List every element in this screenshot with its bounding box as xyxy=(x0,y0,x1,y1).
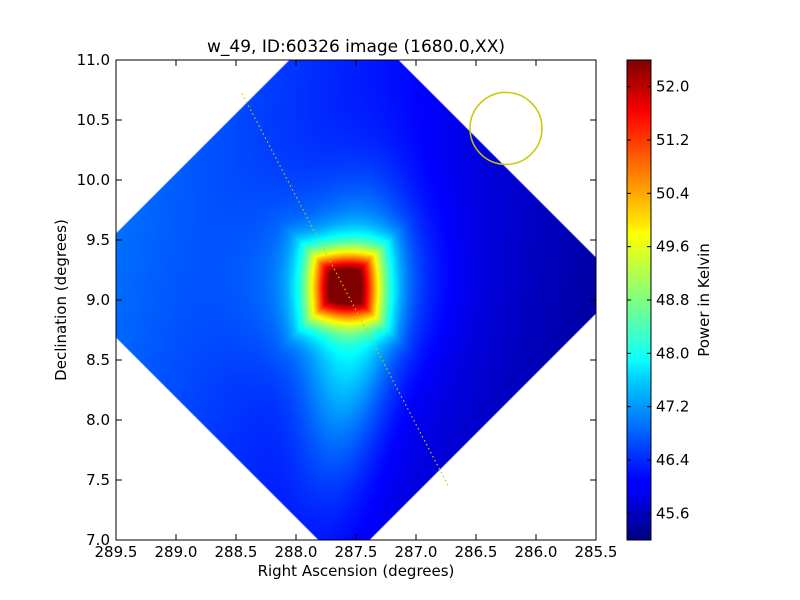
x-tick-label: 288.0 xyxy=(275,543,318,561)
y-tick-label: 7.0 xyxy=(86,531,110,549)
y-tick-label: 10.0 xyxy=(77,171,110,189)
y-tick-label: 8.5 xyxy=(86,351,110,369)
x-tick-label: 289.0 xyxy=(155,543,198,561)
colorbar-tick-label: 48.0 xyxy=(656,344,689,362)
colorbar-label: Power in Kelvin xyxy=(695,243,713,357)
beam-circle xyxy=(469,91,543,166)
colorbar-tick-label: 48.8 xyxy=(656,291,689,309)
y-tick-label: 9.0 xyxy=(86,291,110,309)
colorbar-ticks: 45.6 46.4 47.2 48.0 48.8 49.6 50.4 51.2 52.0 xyxy=(627,78,689,522)
chart-title: w_49, ID:60326 image (1680.0,XX) xyxy=(207,37,505,57)
x-tick-label: 288.5 xyxy=(215,543,258,561)
heatmap-image xyxy=(116,60,596,540)
x-axis-label: Right Ascension (degrees) xyxy=(258,562,455,580)
colorbar-tick-label: 46.4 xyxy=(656,451,689,469)
colorbar-tick-label: 50.4 xyxy=(656,184,689,202)
x-tick-label: 287.0 xyxy=(395,543,438,561)
y-tick-label: 8.0 xyxy=(86,411,110,429)
heatmap-area xyxy=(116,60,596,540)
y-axis-label: Declination (degrees) xyxy=(52,219,70,381)
colorbar-tick-label: 51.2 xyxy=(656,131,689,149)
x-axis-ticks: 289.5 289.0 288.5 288.0 287.5 287.0 286.5 286.0… xyxy=(95,60,618,561)
x-tick-label: 289.5 xyxy=(95,543,138,561)
x-tick-label: 286.0 xyxy=(515,543,558,561)
galactic-plane-line xyxy=(241,93,449,487)
y-tick-label: 9.5 xyxy=(86,231,110,249)
x-tick-label: 287.5 xyxy=(335,543,378,561)
y-tick-label: 7.5 xyxy=(86,471,110,489)
y-axis-ticks: 7.0 7.5 8.0 8.5 9.0 9.5 10.0 10.5 11.0 xyxy=(77,51,596,549)
colorbar-tick-label: 49.6 xyxy=(656,238,689,256)
y-tick-label: 10.5 xyxy=(77,111,110,129)
colorbar-tick-label: 47.2 xyxy=(656,398,689,416)
y-tick-label: 11.0 xyxy=(77,51,110,69)
colorbar-tick-label: 52.0 xyxy=(656,78,689,96)
x-tick-label: 286.5 xyxy=(455,543,498,561)
colorbar-tick-label: 45.6 xyxy=(656,504,689,522)
x-tick-label: 285.5 xyxy=(575,543,618,561)
